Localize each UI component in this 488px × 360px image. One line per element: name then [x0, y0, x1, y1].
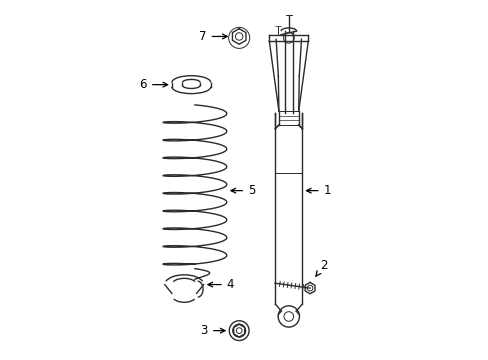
Text: 6: 6 [139, 78, 167, 91]
Text: 1: 1 [306, 184, 330, 197]
Text: 3: 3 [200, 324, 224, 337]
Text: 5: 5 [230, 184, 255, 197]
Text: 4: 4 [207, 278, 234, 291]
Text: 7: 7 [199, 30, 227, 43]
Text: 2: 2 [315, 258, 327, 276]
